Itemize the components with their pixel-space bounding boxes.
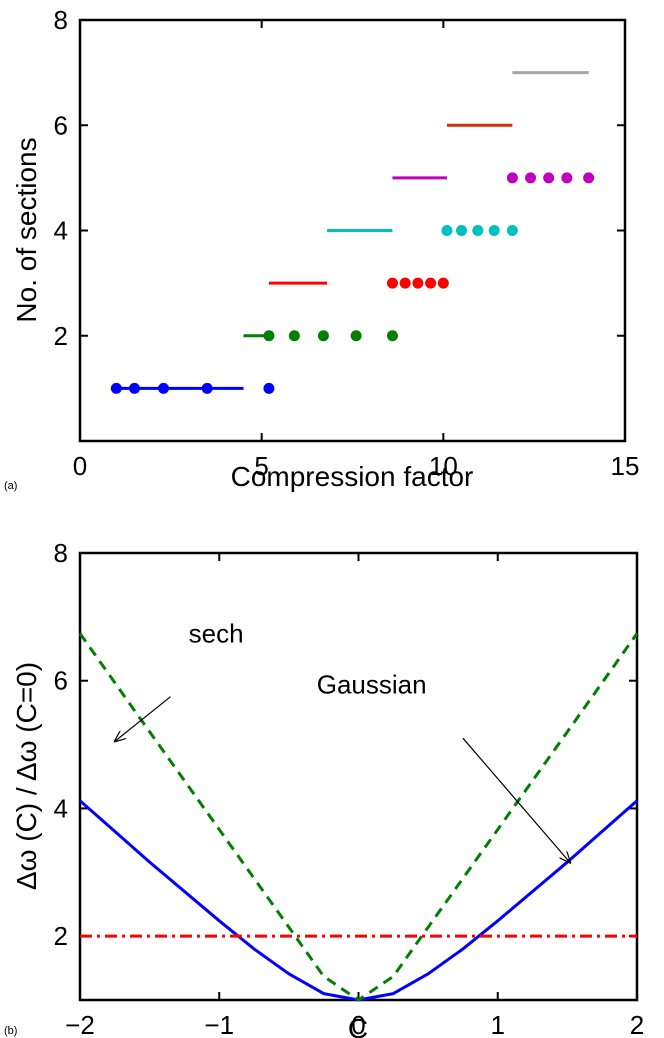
series-row-1 bbox=[110, 382, 275, 394]
series-row-2 bbox=[243, 330, 398, 342]
axes-frame bbox=[78, 551, 639, 1002]
y-axis-title: No. of sections bbox=[11, 137, 42, 322]
series-row-3 bbox=[268, 277, 449, 289]
data-point bbox=[506, 172, 518, 184]
data-point bbox=[350, 330, 362, 342]
data-point bbox=[488, 225, 500, 236]
data-point bbox=[441, 225, 453, 236]
y-tick-label: 8 bbox=[54, 5, 68, 35]
data-point bbox=[561, 172, 573, 184]
annotation-label: sech bbox=[189, 618, 244, 648]
y-tick-label: 6 bbox=[54, 110, 68, 140]
y-tick-label: 2 bbox=[54, 321, 68, 351]
x-tick-label: 1 bbox=[491, 1010, 505, 1038]
x-axis-title: Compression factor bbox=[231, 461, 474, 492]
data-point bbox=[525, 172, 537, 184]
data-point bbox=[437, 277, 449, 289]
x-tick-label: 2 bbox=[630, 1010, 644, 1038]
data-point bbox=[129, 382, 140, 394]
data-point bbox=[288, 330, 300, 342]
series-line-solid bbox=[79, 799, 638, 1002]
data-point bbox=[110, 382, 122, 394]
data-point bbox=[386, 330, 398, 342]
x-tick-label: 0 bbox=[351, 1010, 365, 1038]
annotation-arrow bbox=[462, 737, 570, 863]
panel-label: (a) bbox=[4, 480, 17, 492]
x-tick-label: 0 bbox=[73, 451, 87, 481]
x-axis-title: C bbox=[348, 1013, 368, 1038]
data-point bbox=[158, 382, 170, 394]
annotation-label: Gaussian bbox=[317, 669, 427, 699]
data-point bbox=[412, 277, 424, 289]
x-tick-label: 5 bbox=[254, 451, 268, 481]
data-point bbox=[543, 172, 555, 184]
y-tick-label: 2 bbox=[54, 921, 68, 951]
y-tick-label: 4 bbox=[54, 793, 68, 823]
series-line-dashed bbox=[78, 632, 639, 1002]
x-tick-label: −1 bbox=[204, 1010, 234, 1038]
y-tick-label: 4 bbox=[54, 216, 68, 246]
y-axis-title: Δω (C) / Δω (C=0) bbox=[11, 662, 42, 890]
data-point bbox=[456, 225, 467, 236]
series-row-5 bbox=[392, 172, 595, 184]
data-point bbox=[425, 277, 437, 289]
data-point bbox=[386, 277, 398, 289]
data-point bbox=[317, 330, 329, 342]
chart-panel-a: 0 5 10 15 2 4 6 8 Compression factor No. of secti… bbox=[4, 5, 639, 492]
annotation-arrow bbox=[115, 696, 171, 742]
y-tick-label: 8 bbox=[54, 538, 68, 568]
y-tick-label: 6 bbox=[54, 666, 68, 696]
x-tick-label: 10 bbox=[429, 451, 458, 481]
series-row-4 bbox=[327, 225, 518, 236]
data-point bbox=[506, 225, 518, 236]
data-point bbox=[201, 382, 213, 394]
data-point bbox=[472, 225, 484, 236]
data-point bbox=[263, 330, 275, 342]
x-tick-label: 15 bbox=[611, 451, 640, 481]
data-point bbox=[399, 277, 411, 289]
x-tick-label: −2 bbox=[65, 1010, 95, 1038]
chart-panel-b: −2 −1 0 1 2 2 4 6 8 C Δω (C) / Δω (C=0) (b) sech Gaus… bbox=[4, 538, 644, 1038]
panel-label: (b) bbox=[4, 1025, 17, 1037]
data-point bbox=[263, 382, 275, 394]
data-point bbox=[583, 172, 595, 184]
